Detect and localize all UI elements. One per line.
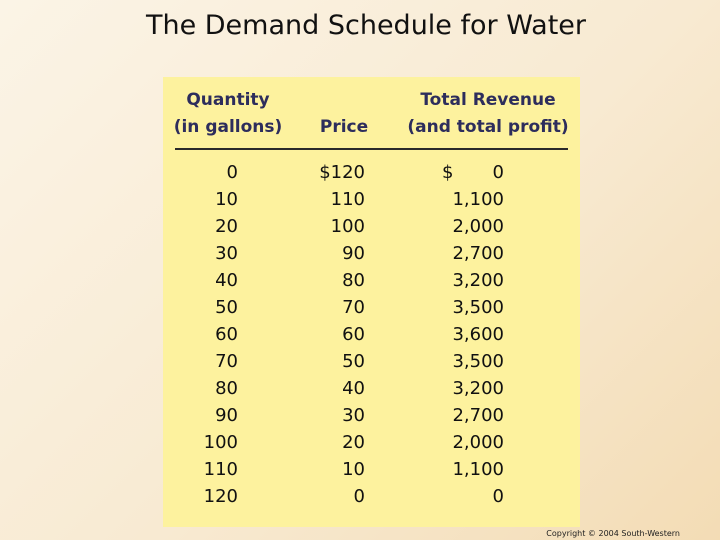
price-cell: 80 bbox=[342, 270, 365, 291]
quantity-header-line1: Quantity bbox=[186, 90, 270, 110]
quantity-header: Quantity (in gallons) bbox=[173, 87, 283, 141]
revenue-cell: 3,600 bbox=[452, 324, 504, 345]
price-cell: 110 bbox=[330, 189, 365, 210]
revenue-cell: 3,500 bbox=[452, 297, 504, 318]
price-cell: 90 bbox=[342, 243, 365, 264]
table-row: 60 60 3,600 bbox=[163, 321, 580, 348]
table-row: 120 0 0 bbox=[163, 483, 580, 510]
revenue-cell: 0 bbox=[492, 486, 504, 507]
price-cell: 20 bbox=[342, 432, 365, 453]
quantity-cell: 0 bbox=[226, 162, 238, 183]
revenue-cell: 2,000 bbox=[452, 432, 504, 453]
table-body: 0 $120 $0 10 110 1,100 20 100 2,000 30 90 2,700 40 80… bbox=[163, 159, 580, 510]
slide-title: The Demand Schedule for Water bbox=[145, 10, 587, 41]
revenue-currency-symbol: $ bbox=[442, 162, 454, 183]
revenue-cell: 1,100 bbox=[452, 189, 504, 210]
price-header: Price bbox=[311, 114, 377, 141]
quantity-header-line2: (in gallons) bbox=[173, 117, 283, 137]
revenue-header-line1: Total Revenue bbox=[420, 90, 556, 110]
table-row: 90 30 2,700 bbox=[163, 402, 580, 429]
quantity-cell: 30 bbox=[215, 243, 238, 264]
revenue-header: Total Revenue (and total profit) bbox=[405, 87, 571, 141]
quantity-cell: 80 bbox=[215, 378, 238, 399]
demand-schedule-table: Quantity (in gallons) Price Total Revenu… bbox=[163, 77, 580, 527]
table-row: 30 90 2,700 bbox=[163, 240, 580, 267]
quantity-cell: 50 bbox=[215, 297, 238, 318]
quantity-cell: 20 bbox=[215, 216, 238, 237]
price-cell: 100 bbox=[330, 216, 365, 237]
quantity-cell: 40 bbox=[215, 270, 238, 291]
table-row: 20 100 2,000 bbox=[163, 213, 580, 240]
price-cell: 30 bbox=[342, 405, 365, 426]
quantity-cell: 60 bbox=[215, 324, 238, 345]
price-header-label: Price bbox=[319, 117, 369, 137]
quantity-cell: 110 bbox=[203, 459, 238, 480]
revenue-cell: 2,700 bbox=[452, 405, 504, 426]
quantity-cell: 70 bbox=[215, 351, 238, 372]
price-cell: 50 bbox=[342, 351, 365, 372]
price-cell: 40 bbox=[342, 378, 365, 399]
table-row: 80 40 3,200 bbox=[163, 375, 580, 402]
table-row: 0 $120 $0 bbox=[163, 159, 580, 186]
revenue-cell: 3,200 bbox=[452, 270, 504, 291]
revenue-cell: 3,500 bbox=[452, 351, 504, 372]
table-row: 50 70 3,500 bbox=[163, 294, 580, 321]
table-row: 10 110 1,100 bbox=[163, 186, 580, 213]
revenue-header-line2: (and total profit) bbox=[407, 117, 569, 137]
revenue-cell: 3,200 bbox=[452, 378, 504, 399]
price-cell: 0 bbox=[353, 486, 365, 507]
table-row: 100 20 2,000 bbox=[163, 429, 580, 456]
revenue-cell: 0 bbox=[492, 162, 504, 183]
revenue-cell: 2,700 bbox=[452, 243, 504, 264]
quantity-cell: 100 bbox=[203, 432, 238, 453]
quantity-cell: 90 bbox=[215, 405, 238, 426]
price-cell: $120 bbox=[319, 162, 365, 183]
table-row: 40 80 3,200 bbox=[163, 267, 580, 294]
quantity-cell: 10 bbox=[215, 189, 238, 210]
price-cell: 10 bbox=[342, 459, 365, 480]
price-cell: 60 bbox=[342, 324, 365, 345]
copyright-notice: Copyright © 2004 South-Western bbox=[546, 529, 680, 538]
quantity-cell: 120 bbox=[203, 486, 238, 507]
table-row: 70 50 3,500 bbox=[163, 348, 580, 375]
revenue-cell: 2,000 bbox=[452, 216, 504, 237]
revenue-cell: 1,100 bbox=[452, 459, 504, 480]
header-divider bbox=[175, 148, 568, 150]
price-cell: 70 bbox=[342, 297, 365, 318]
table-row: 110 10 1,100 bbox=[163, 456, 580, 483]
